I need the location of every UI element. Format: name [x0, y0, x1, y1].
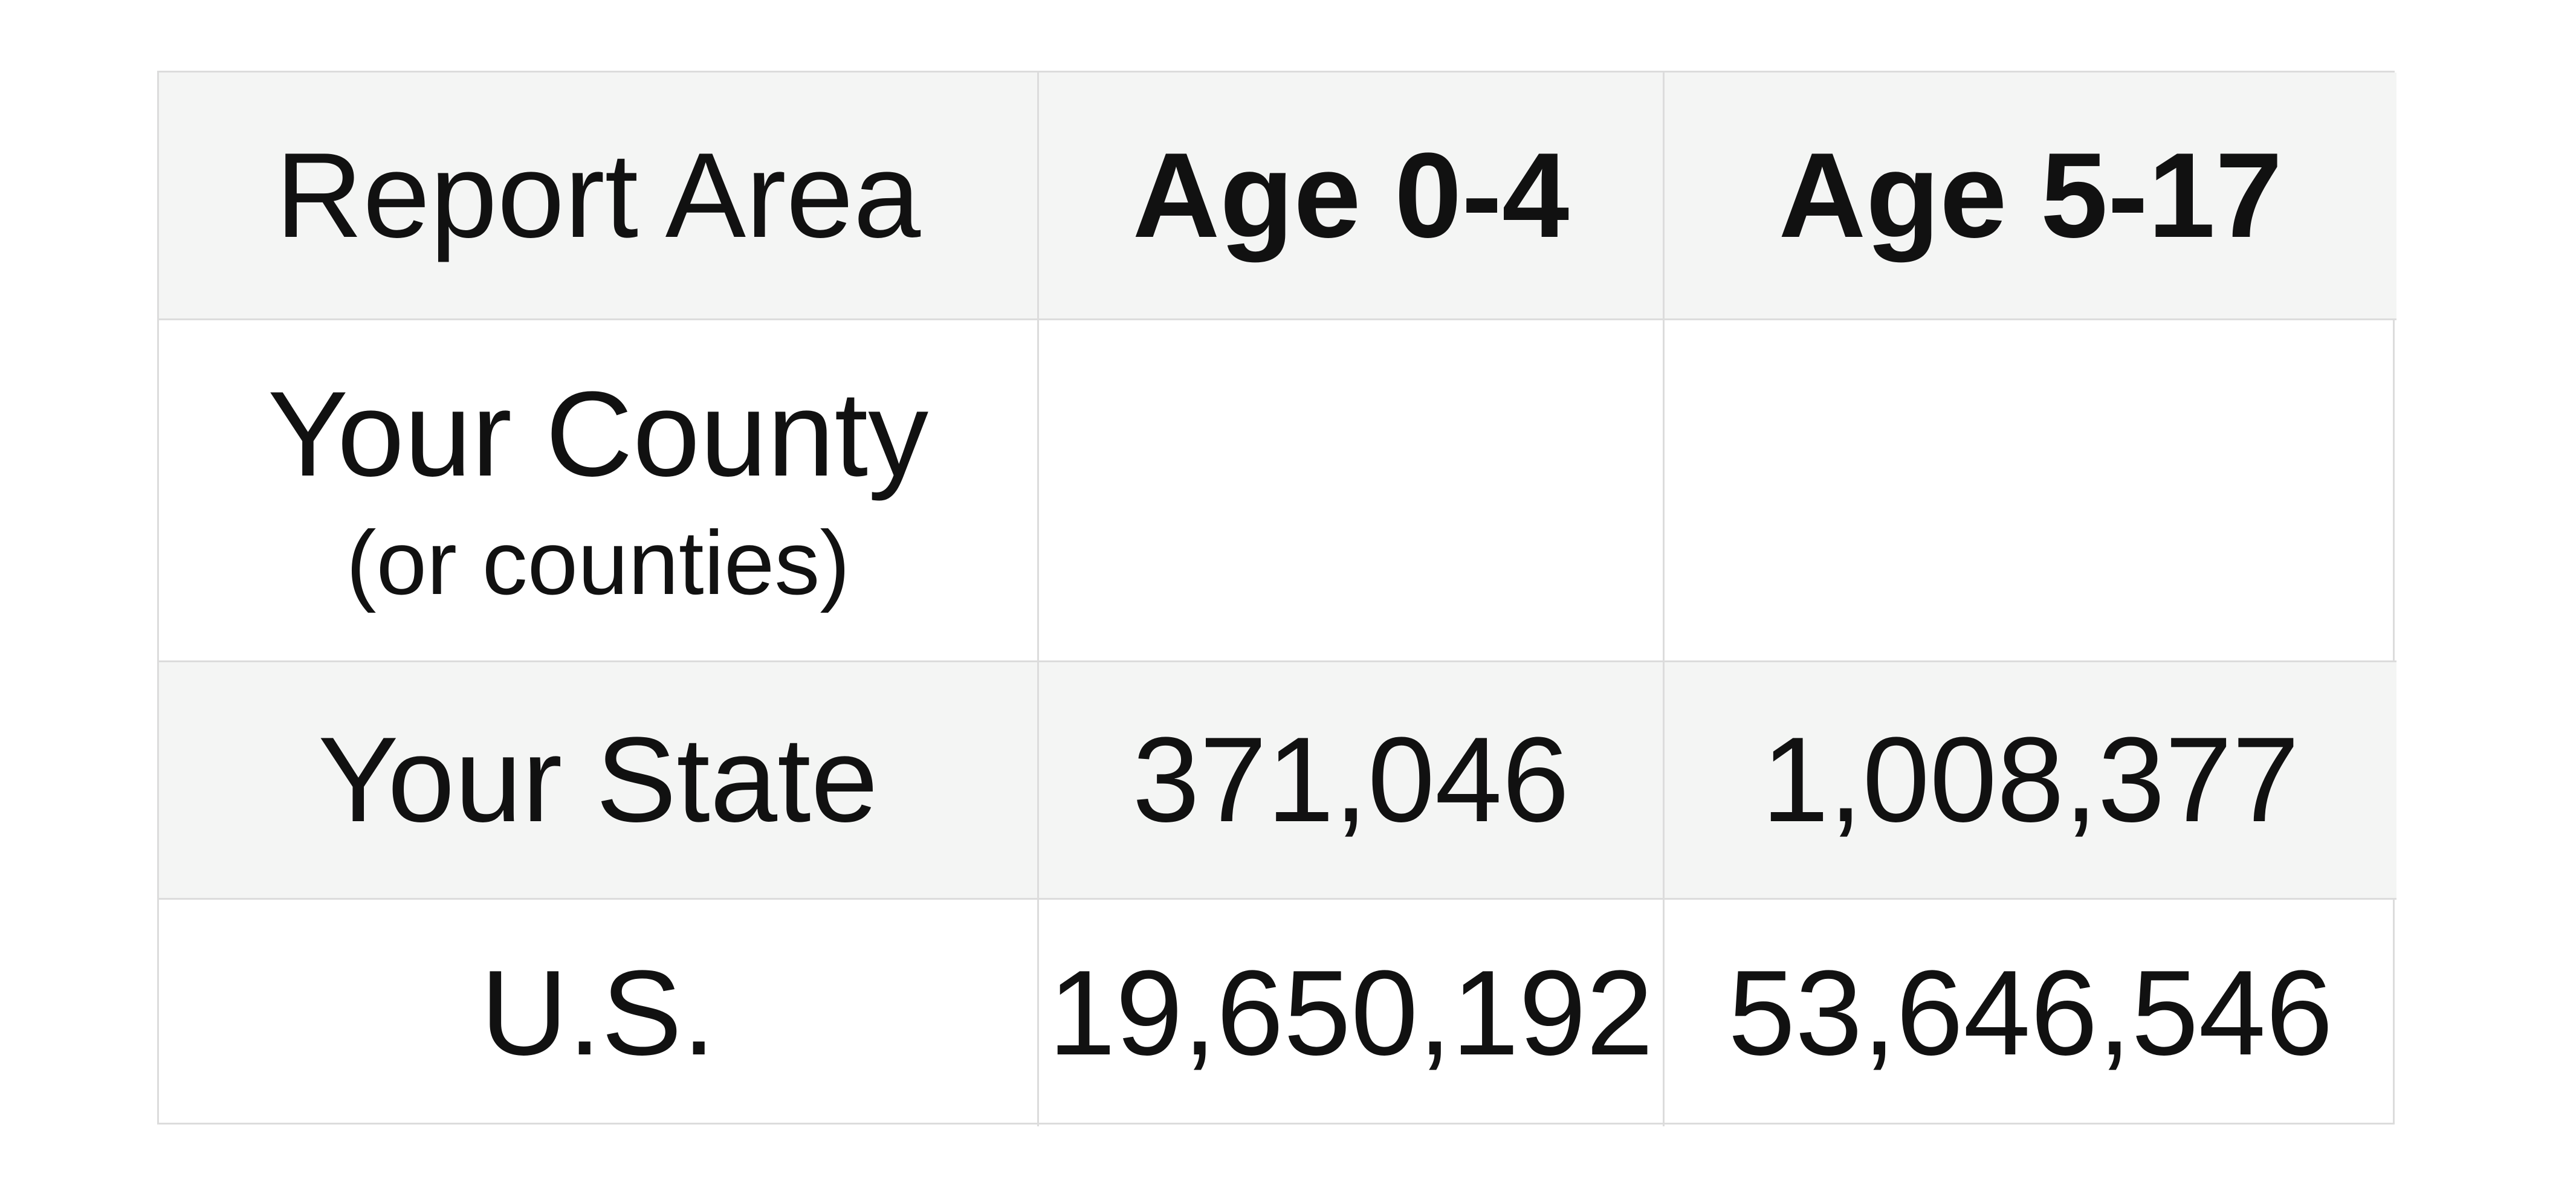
header-text: Report Area [275, 127, 921, 263]
header-cell: Report Area [159, 73, 1039, 320]
value-text: 371,046 [1132, 712, 1570, 847]
header-cell: Age 0-4 [1039, 73, 1665, 320]
value-text: 53,646,546 [1728, 945, 2333, 1080]
area-label: Your County [267, 367, 929, 502]
value-text: 19,650,192 [1048, 945, 1654, 1080]
value-cell: 371,046 [1039, 662, 1665, 900]
area-cell: U.S. [159, 900, 1039, 1126]
area-label: U.S. [481, 945, 716, 1080]
population-table: Report Area Age 0-4 Age 5-17 Your County (or… [157, 71, 2396, 1126]
area-cell: Your State [159, 662, 1039, 900]
value-cell [1665, 320, 2396, 662]
header-text: Age 0-4 [1132, 127, 1570, 263]
area-label: Your State [318, 712, 878, 847]
header-cell: Age 5-17 [1665, 73, 2396, 320]
area-note: (or counties) [346, 512, 850, 613]
value-cell: 1,008,377 [1665, 662, 2396, 900]
value-cell: 19,650,192 [1039, 900, 1665, 1126]
value-cell: 53,646,546 [1665, 900, 2396, 1126]
area-cell: Your County (or counties) [159, 320, 1039, 662]
value-cell [1039, 320, 1665, 662]
header-text: Age 5-17 [1778, 127, 2283, 263]
value-text: 1,008,377 [1761, 712, 2300, 847]
